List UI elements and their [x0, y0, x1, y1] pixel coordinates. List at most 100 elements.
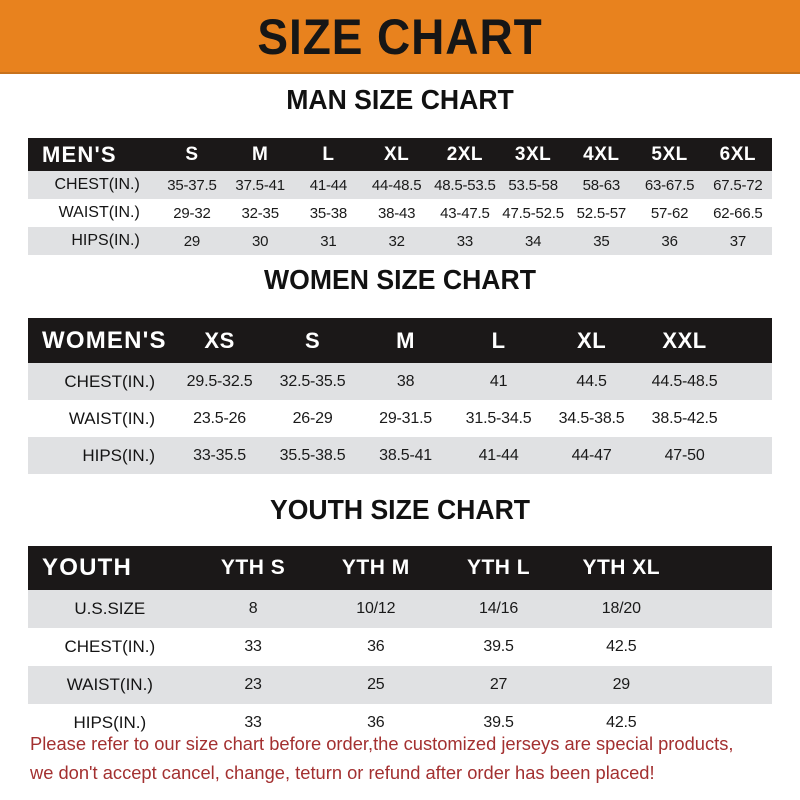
youth-measurement-cell: 29 — [612, 676, 631, 693]
men-category-label: MEN'S — [42, 141, 117, 167]
youth-row-label: WAIST(IN.) — [66, 675, 153, 694]
youth-measurement-cell — [683, 628, 772, 666]
men-measurement-cell: 44-48.5 — [371, 176, 422, 194]
youth-size-header: YTH S — [220, 556, 286, 579]
youth-size-header: YTH L — [466, 556, 531, 579]
table-row: WAIST(IN.) 23.5-26 26-29 29-31.5 31.5-34.5 34… — [28, 400, 772, 437]
women-measurement-cell: 33-35.5 — [193, 446, 247, 464]
women-category-label: WOMEN'S — [42, 326, 167, 354]
women-size-header: XXL — [662, 327, 707, 353]
men-measurement-cell: 30 — [252, 232, 269, 250]
women-measurement-cell: 34.5-38.5 — [558, 409, 625, 427]
men-measurement-cell: 57-62 — [650, 204, 689, 222]
men-measurement-cell: 32-35 — [241, 204, 279, 222]
men-measurement-cell: 37.5-41 — [235, 176, 285, 194]
table-row: HIPS(IN.) 33-35.5 35.5-38.5 38.5-41 41-44 44-… — [28, 437, 772, 474]
women-row-label: CHEST(IN.) — [64, 371, 156, 391]
men-measurement-cell: 52.5-57 — [576, 204, 627, 222]
youth-row-label: U.S.SIZE — [74, 599, 146, 618]
men-measurement-cell: 58-63 — [582, 176, 621, 194]
women-size-header: XS — [204, 327, 235, 353]
women-measurement-cell — [731, 400, 772, 437]
men-size-header: S — [185, 143, 199, 165]
women-measurement-cell: 38 — [396, 372, 415, 390]
women-table-body: WOMEN'S XS S M L XL XXL CHEST(IN.) 29.5-32.5 32.5… — [28, 318, 772, 474]
women-size-table: WOMEN'S XS S M L XL XXL CHEST(IN.) 29.5-32.5 32.5… — [28, 318, 772, 474]
men-size-header: M — [252, 143, 269, 165]
men-size-header: 5XL — [651, 143, 688, 165]
men-row-label: CHEST(IN.) — [54, 176, 140, 193]
youth-measurement-cell: 23 — [244, 676, 262, 693]
page-title: SIZE CHART — [257, 9, 543, 65]
youth-measurement-cell: 33 — [244, 714, 262, 731]
women-measurement-cell: 35.5-38.5 — [279, 446, 346, 464]
men-measurement-cell: 62-66.5 — [713, 204, 763, 222]
men-measurement-cell: 32 — [388, 232, 405, 250]
men-row-label: HIPS(IN.) — [71, 232, 140, 249]
youth-section-title: YOUTH SIZE CHART — [269, 494, 531, 525]
men-measurement-cell: 43-47.5 — [440, 204, 490, 222]
page-banner: SIZE CHART — [0, 0, 800, 74]
youth-size-header: YTH M — [341, 556, 410, 579]
men-measurement-cell: 37 — [729, 232, 746, 250]
table-row: CHEST(IN.) 35-37.5 37.5-41 41-44 44-48.5 48.5… — [28, 171, 772, 199]
men-size-header: 6XL — [719, 143, 757, 165]
women-measurement-cell: 26-29 — [292, 409, 333, 427]
youth-size-chart: YOUTH YTH S YTH M YTH L YTH XL U.S.SIZE 8 10/12… — [28, 546, 772, 742]
youth-size-header — [683, 546, 772, 590]
men-measurement-cell: 35-37.5 — [167, 176, 217, 194]
men-measurement-cell: 48.5-53.5 — [434, 176, 496, 194]
footer-note: Please refer to our size chart before or… — [30, 730, 771, 787]
men-measurement-cell: 47.5-52.5 — [502, 204, 564, 222]
table-row: HIPS(IN.) 29 30 31 32 33 34 35 36 37 — [28, 227, 772, 255]
men-measurement-cell: 35-38 — [309, 204, 348, 222]
table-row: U.S.SIZE 8 10/12 14/16 18/20 — [28, 590, 772, 628]
women-measurement-cell: 41-44 — [478, 446, 519, 464]
women-size-chart: WOMEN'S XS S M L XL XXL CHEST(IN.) 29.5-32.5 32.5… — [28, 318, 772, 474]
women-measurement-cell: 23.5-26 — [193, 409, 247, 427]
youth-header-row: YOUTH YTH S YTH M YTH L YTH XL — [28, 546, 772, 590]
table-row: WAIST(IN.) 23 25 27 29 — [28, 666, 772, 704]
men-size-chart: MEN'S S M L XL 2XL 3XL 4XL 5XL 6XL CHEST(IN.) 35-37… — [28, 138, 772, 255]
women-measurement-cell: 29.5-32.5 — [186, 372, 253, 390]
men-measurement-cell: 38-43 — [377, 204, 416, 222]
youth-measurement-cell: 8 — [248, 600, 258, 617]
youth-measurement-cell: 10/12 — [356, 600, 396, 617]
women-size-header: L — [491, 327, 506, 353]
women-size-header: XL — [577, 327, 607, 353]
youth-measurement-cell: 36 — [367, 638, 385, 655]
women-row-label: WAIST(IN.) — [68, 408, 156, 428]
men-measurement-cell: 29 — [183, 232, 201, 250]
women-measurement-cell: 29-31.5 — [379, 409, 433, 427]
men-row-label: WAIST(IN.) — [58, 204, 140, 221]
women-measurement-cell: 47-50 — [664, 446, 705, 464]
men-measurement-cell: 31 — [320, 232, 337, 250]
men-size-header: 4XL — [583, 143, 620, 165]
men-measurement-cell: 29-32 — [173, 204, 211, 222]
men-header-row: MEN'S S M L XL 2XL 3XL 4XL 5XL 6XL — [28, 138, 772, 171]
women-measurement-cell: 31.5-34.5 — [465, 409, 532, 427]
youth-measurement-cell: 14/16 — [479, 600, 519, 617]
table-row: HIPS(IN.) 33 36 39.5 42.5 — [28, 704, 772, 742]
footer-note-line-2: we don't accept cancel, change, teturn o… — [30, 761, 655, 783]
youth-row-label: HIPS(IN.) — [73, 713, 147, 732]
men-size-table: MEN'S S M L XL 2XL 3XL 4XL 5XL 6XL CHEST(IN.) 35-37… — [28, 138, 772, 255]
men-measurement-cell: 67.5-72 — [713, 176, 763, 194]
footer-note-line-1: Please refer to our size chart before or… — [30, 733, 734, 754]
women-measurement-cell: 32.5-35.5 — [279, 372, 346, 390]
men-measurement-cell: 35 — [593, 232, 610, 250]
women-row-label: HIPS(IN.) — [82, 445, 156, 465]
women-size-header: M — [396, 327, 415, 353]
men-measurement-cell: 33 — [456, 232, 474, 250]
youth-category-label: YOUTH — [42, 554, 132, 581]
youth-size-table: YOUTH YTH S YTH M YTH L YTH XL U.S.SIZE 8 10/12… — [28, 546, 772, 742]
table-row: WAIST(IN.) 29-32 32-35 35-38 38-43 43-47.5 47.… — [28, 199, 772, 227]
men-measurement-cell: 53.5-58 — [508, 176, 558, 194]
women-measurement-cell — [731, 437, 772, 474]
women-size-header: S — [304, 327, 321, 353]
women-measurement-cell: 41 — [489, 372, 508, 390]
table-row: CHEST(IN.) 29.5-32.5 32.5-35.5 38 41 44.5 44.5… — [28, 363, 772, 400]
youth-measurement-cell: 33 — [244, 638, 262, 655]
women-measurement-cell: 38.5-41 — [379, 446, 433, 464]
